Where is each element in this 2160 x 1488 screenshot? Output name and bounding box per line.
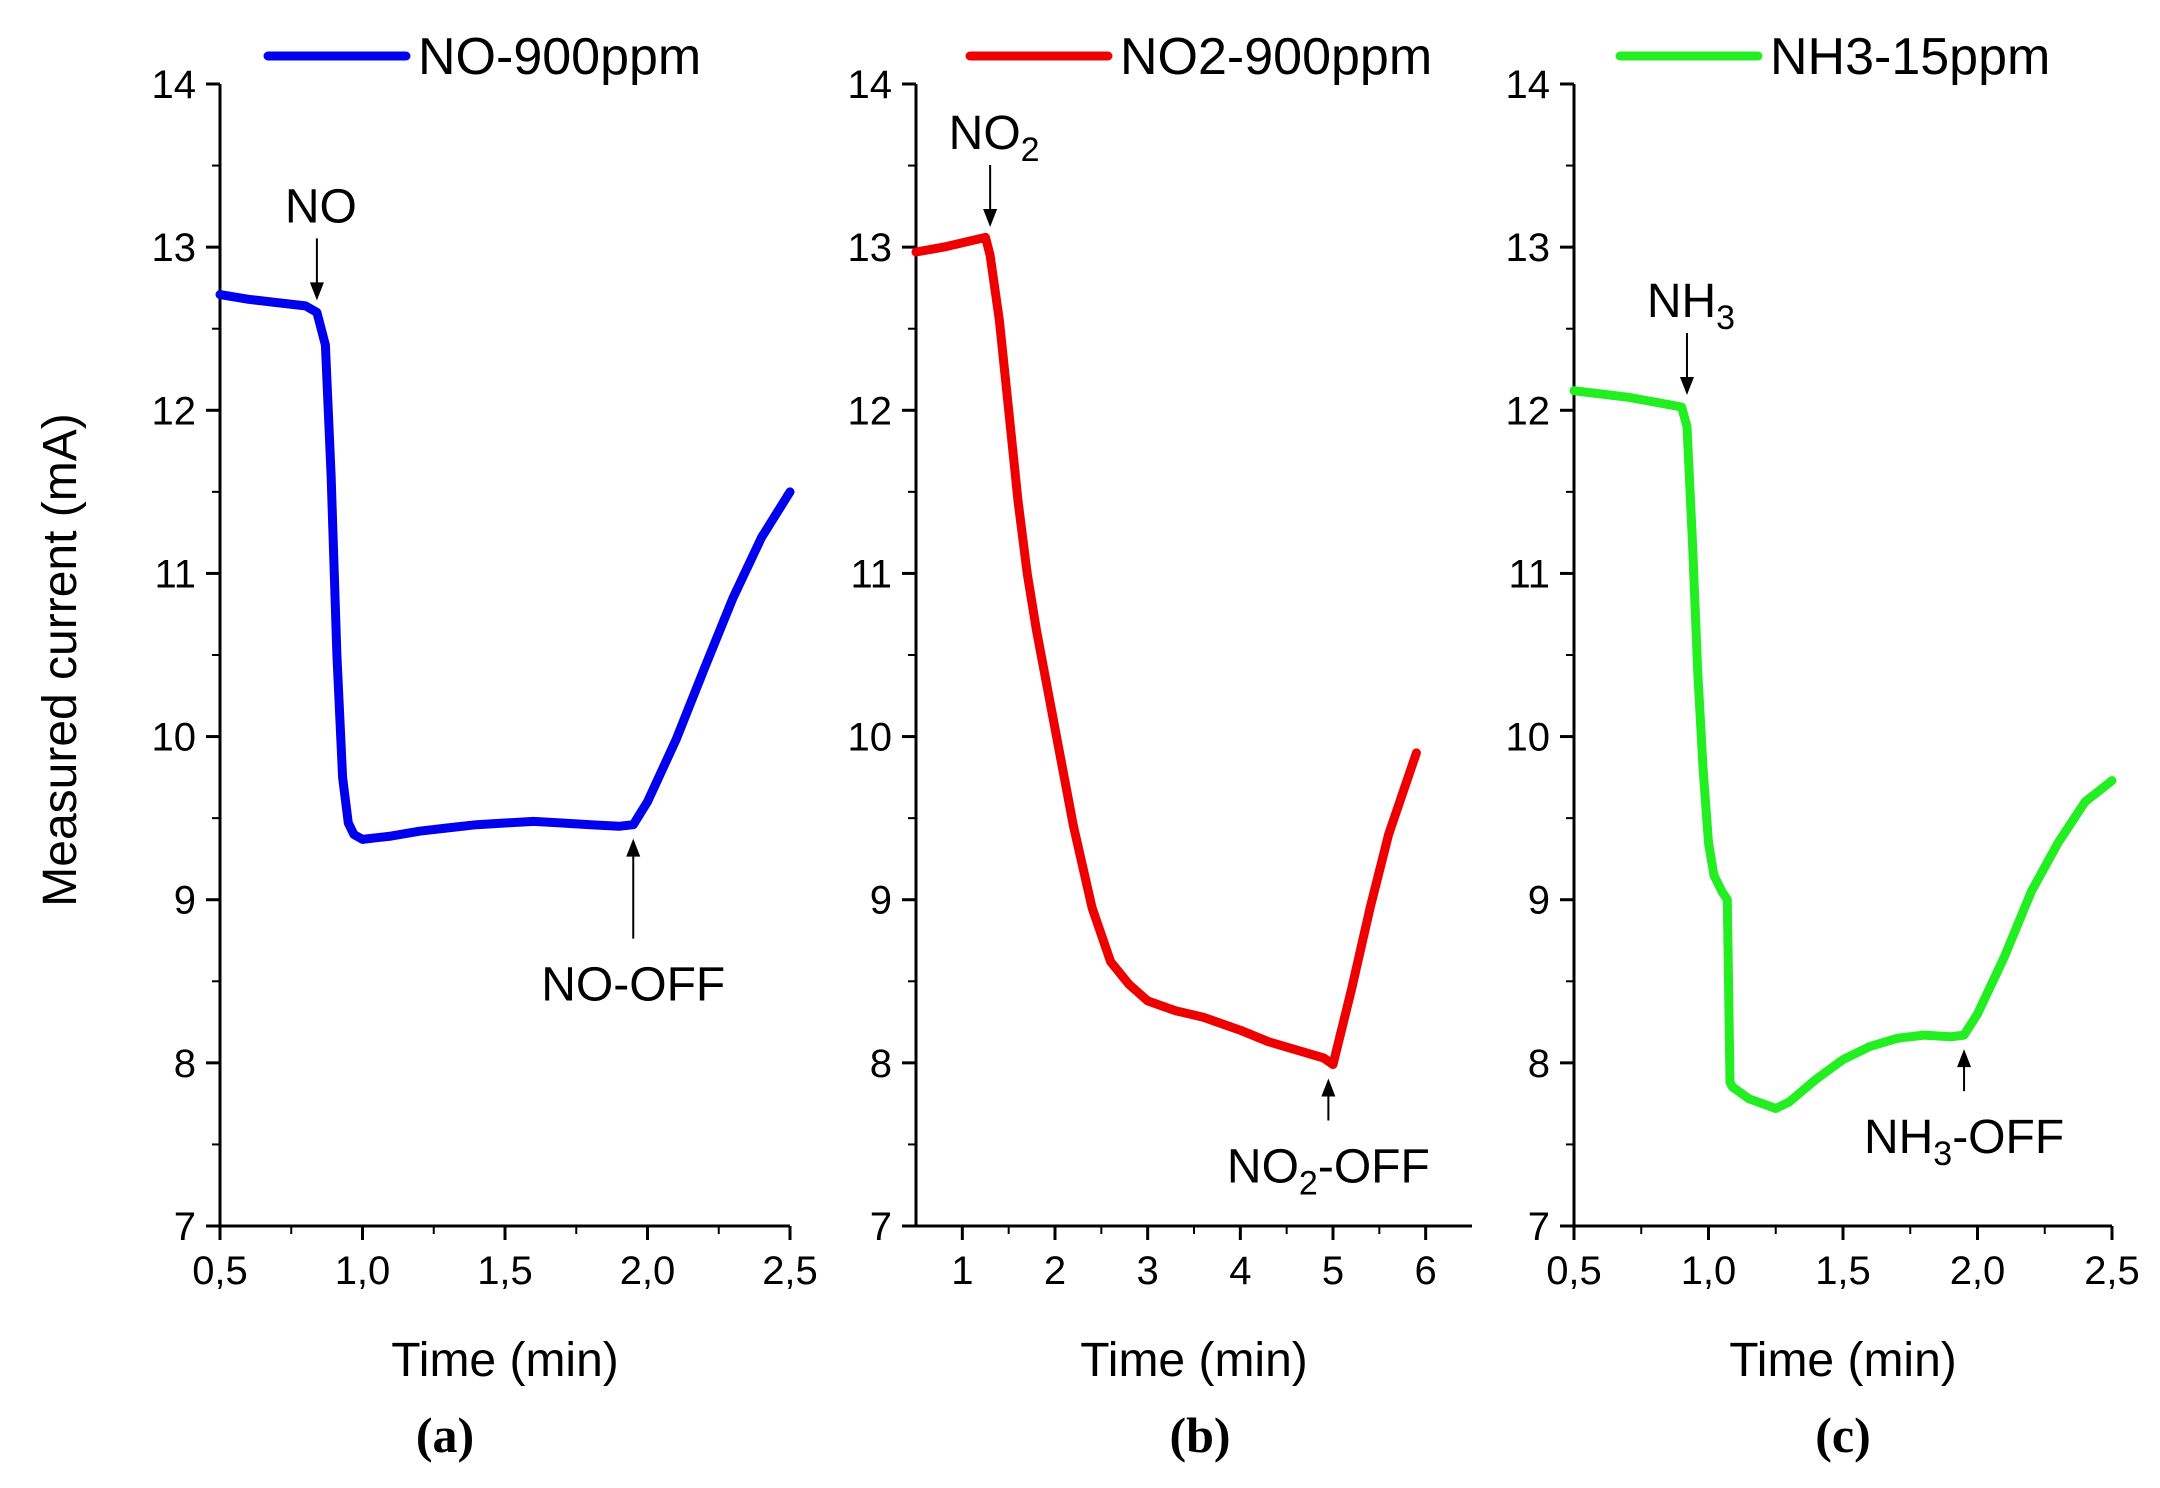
panel-a-panel-label: (a): [416, 1407, 474, 1463]
panel-b-panel-label: (b): [1169, 1407, 1230, 1463]
panel-b-y-tick-label: 12: [848, 389, 893, 433]
panel-c-y-tick-label: 9: [1528, 879, 1550, 923]
panel-b-y-tick-label: 13: [848, 226, 893, 270]
panel-c-annotation-0-label-main: NH: [1647, 275, 1716, 328]
panel-a-y-tick-label: 14: [152, 63, 197, 107]
panel-a-legend-label: NO-900ppm: [418, 28, 701, 86]
panel-a-y-tick-label: 9: [174, 879, 196, 923]
panel-b-annotation-0-label-main: NO: [949, 107, 1021, 160]
panel-a: 7 8 9 10 11 12 13 14 0,5 1,0 1,5 2,0 2,5 Time (min) (a…: [152, 28, 818, 1463]
panel-a-annotation-1-label-main: NO-OFF: [541, 959, 725, 1012]
panel-a-x-tick-label: 1,0: [335, 1249, 391, 1293]
panel-b-x-tick-label: 6: [1415, 1249, 1437, 1293]
panel-c-annotation-0-label: NH3: [1647, 275, 1735, 337]
panel-c-annotation-1-label-subscript: 3: [1933, 1135, 1952, 1173]
panel-b-x-tick-label: 2: [1044, 1249, 1066, 1293]
panel-a-annotation-0-arrowhead: [309, 282, 324, 301]
panel-a-y-tick-label: 11: [154, 552, 196, 596]
panel-c-x-tick-label: 0,5: [1546, 1249, 1602, 1293]
panel-b-annotation-0-label-subscript: 2: [1021, 131, 1040, 169]
panel-c-x-tick-label: 1,0: [1681, 1249, 1737, 1293]
panel-a-x-tick-label: 2,5: [762, 1249, 818, 1293]
panel-b-x-tick-label: 5: [1322, 1249, 1344, 1293]
panel-c-series-line: [1569, 386, 2117, 1113]
panel-c-x-tick-label: 2,5: [2084, 1249, 2140, 1293]
panel-c-y-tick-label: 7: [1528, 1205, 1550, 1249]
panel-c-x-tick-label: 2,0: [1950, 1249, 2006, 1293]
panel-c-y-tick-label: 14: [1506, 63, 1551, 107]
panel-c-x-axis-title: Time (min): [1729, 1334, 1957, 1387]
panel-b-y-tick-label: 8: [870, 1042, 892, 1086]
panel-b-annotation-1-label-main: NO: [1227, 1140, 1299, 1193]
panel-b-y-tick-label: 10: [848, 716, 893, 760]
panel-b-annotation-1-label: NO2-OFF: [1227, 1140, 1430, 1202]
panel-a-x-tick-label: 0,5: [192, 1249, 248, 1293]
panel-c-annotation-0-arrowhead: [1679, 377, 1694, 396]
panel-c-y-tick-label: 13: [1506, 226, 1551, 270]
panel-c-y-tick-label: 12: [1506, 389, 1551, 433]
panel-c-annotation-1-label-main: NH: [1864, 1111, 1933, 1164]
panel-c: 7 8 9 10 11 12 13 14 0,5 1,0 1,5 2,0 2,5 Time (min) (c…: [1506, 28, 2140, 1463]
panel-c-annotation-1-label-suffix: -OFF: [1952, 1111, 2064, 1164]
panel-b-legend-label: NO2-900ppm: [1120, 28, 1432, 86]
panel-b-y-tick-label: 7: [870, 1205, 892, 1249]
panel-c-y-tick-label: 8: [1528, 1042, 1550, 1086]
panel-b-series-line: [911, 232, 1421, 1069]
panel-b-y-tick-label: 11: [850, 552, 892, 596]
panel-b-x-axis-title: Time (min): [1080, 1334, 1308, 1387]
panel-b-x-tick-label: 3: [1137, 1249, 1159, 1293]
panel-c-x-tick-label: 1,5: [1815, 1249, 1871, 1293]
panel-b-annotation-1-label-suffix: -OFF: [1318, 1140, 1430, 1193]
panel-b-x-tick-label: 4: [1229, 1249, 1251, 1293]
panel-b-annotation-0-label: NO2: [949, 107, 1040, 169]
panel-b-annotation-1-label-subscript: 2: [1299, 1164, 1318, 1202]
panel-a-x-tick-label: 2,0: [620, 1249, 676, 1293]
panel-b-annotation-1-arrowhead: [1321, 1078, 1336, 1097]
panel-b-y-tick-label: 9: [870, 879, 892, 923]
panel-a-series-line: [215, 290, 795, 844]
panel-a-y-tick-label: 12: [152, 389, 197, 433]
panel-a-annotation-0-label-main: NO: [285, 180, 357, 233]
panel-a-y-tick-label: 8: [174, 1042, 196, 1086]
panel-a-y-tick-label: 7: [174, 1205, 196, 1249]
y-axis-title: Measured current (mA): [34, 413, 87, 906]
panel-c-annotation-1-arrowhead: [1957, 1049, 1972, 1068]
panel-b-x-tick-label: 1: [951, 1249, 973, 1293]
panel-a-y-tick-label: 10: [152, 716, 197, 760]
panel-a-annotation-1-label: NO-OFF: [541, 959, 725, 1012]
panel-c-annotation-1-label: NH3-OFF: [1864, 1111, 2064, 1173]
panel-c-y-tick-label: 11: [1508, 552, 1550, 596]
panel-b-y-tick-label: 14: [848, 63, 893, 107]
panel-c-legend-label: NH3-15ppm: [1770, 28, 2050, 86]
panel-b-annotation-0-arrowhead: [983, 208, 998, 227]
panel-c-annotation-0-label-subscript: 3: [1716, 299, 1735, 337]
panel-a-x-axis-title: Time (min): [391, 1334, 619, 1387]
panel-c-y-tick-label: 10: [1506, 716, 1551, 760]
panel-a-x-tick-label: 1,5: [477, 1249, 533, 1293]
panel-a-y-tick-label: 13: [152, 226, 197, 270]
panel-c-panel-label: (c): [1815, 1407, 1871, 1463]
panel-a-annotation-1-arrowhead: [626, 838, 641, 857]
panel-a-annotation-0-label: NO: [285, 180, 357, 233]
